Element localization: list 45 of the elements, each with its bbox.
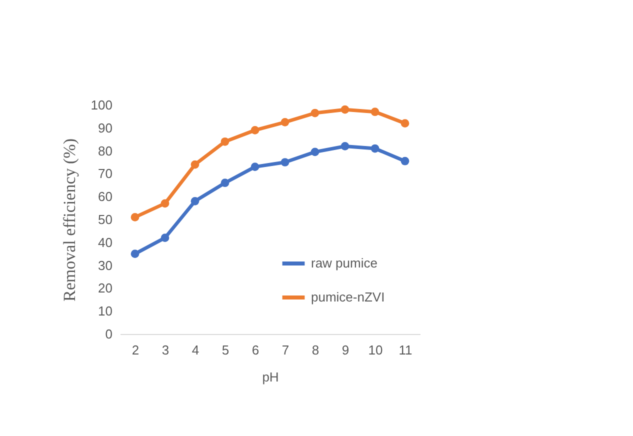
y-tick-label: 70: [98, 166, 112, 182]
y-axis-title: Removal efficiency (%): [60, 138, 79, 302]
x-tick-label: 5: [222, 342, 230, 358]
x-tick-label: 9: [342, 342, 350, 358]
y-tick-label: 80: [98, 143, 112, 158]
point: [250, 126, 260, 134]
point: [400, 156, 410, 166]
point: [160, 199, 170, 208]
x-tick-label: 7: [282, 342, 290, 358]
point: [280, 118, 290, 126]
point: [130, 250, 140, 258]
y-tick-label: 50: [98, 212, 112, 227]
x-tick-label: 11: [398, 342, 412, 358]
point: [250, 162, 260, 172]
y-tick-label: 10: [98, 304, 112, 319]
point: [370, 144, 380, 153]
point: [190, 160, 200, 169]
point: [280, 158, 290, 166]
y-tick-label: 20: [98, 280, 112, 296]
point: [220, 178, 230, 188]
legend-label: pumice-nZVI: [311, 290, 385, 304]
point: [340, 105, 350, 114]
point: [190, 197, 200, 206]
point: [310, 148, 320, 156]
y-tick-label: 30: [98, 258, 112, 273]
legend-label: raw pumice: [311, 256, 378, 270]
x-tick-label: 10: [368, 342, 383, 358]
y-tick-label: 100: [90, 98, 112, 112]
x-tick-label: 6: [252, 342, 260, 358]
x-tick-label: 8: [312, 342, 320, 358]
x-axis-title: pH: [262, 370, 279, 384]
point: [370, 108, 380, 116]
x-tick-label: 3: [162, 342, 170, 358]
point: [340, 142, 350, 150]
point: [220, 137, 230, 146]
x-tick-label: 2: [132, 342, 140, 358]
point: [160, 234, 170, 242]
y-tick-label: 40: [98, 234, 112, 250]
y-tick-label: 90: [98, 120, 112, 136]
x-tick-label: 4: [192, 342, 200, 358]
point: [310, 108, 320, 118]
y-tick-label: 0: [105, 326, 112, 342]
point: [400, 119, 410, 128]
y-tick-label: 60: [98, 189, 112, 204]
point: [130, 213, 140, 222]
